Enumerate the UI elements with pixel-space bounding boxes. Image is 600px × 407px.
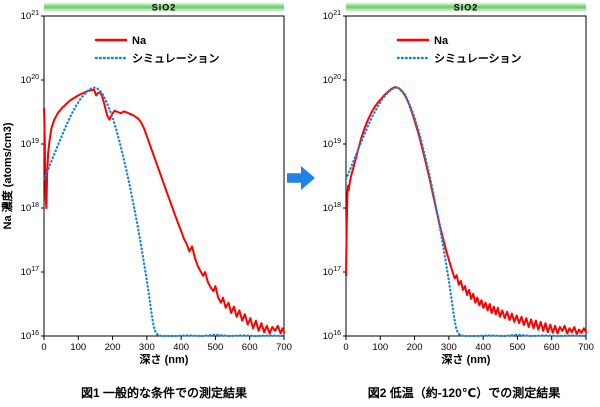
y-tick-label: 1016 <box>21 330 39 342</box>
x-tick-label: 0 <box>343 342 348 353</box>
x-tick-label: 500 <box>509 342 525 353</box>
y-tick-label: 1019 <box>323 138 341 150</box>
y-tick-label: 1021 <box>323 10 341 22</box>
y-tick-label: 1018 <box>323 202 341 214</box>
series-simulation <box>344 86 588 338</box>
legend-label-simulation: シミュレーション <box>132 52 220 65</box>
y-axis: 1021 1020 1019 1018 1017 1016 <box>323 10 346 342</box>
sio2-band-label: SiO2 <box>454 3 479 13</box>
x-tick-label: 300 <box>441 342 457 353</box>
y-tick-label: 1021 <box>21 10 39 22</box>
x-tick-label: 700 <box>578 342 594 353</box>
y-tick-label: 1020 <box>21 74 39 86</box>
x-axis: 0 100 200 300 400 500 600 700 <box>343 336 594 353</box>
fig2-caption: 図2 低温（約-120℃）での測定結果 <box>367 386 561 400</box>
x-tick-label: 400 <box>173 342 189 353</box>
y-tick-label: 1018 <box>21 202 39 214</box>
sio2-band <box>44 2 284 12</box>
y-axis-title: Na 濃度 (atoms/cm3) <box>0 122 14 229</box>
legend-label-na: Na <box>434 35 449 47</box>
fig1-chart: SiO2 1021 1020 1019 1018 1017 1016 0 100 200 300 40… <box>0 0 300 370</box>
legend-label-na: Na <box>132 35 147 47</box>
x-tick-label: 100 <box>372 342 388 353</box>
x-axis-title: 深さ (nm) <box>140 352 189 366</box>
x-tick-label: 0 <box>41 342 46 353</box>
x-tick-label: 400 <box>475 342 491 353</box>
fig1-caption: 図1 一般的な条件での測定結果 <box>80 386 247 400</box>
x-tick-label: 700 <box>276 342 292 353</box>
x-tick-label: 500 <box>207 342 223 353</box>
fig2-chart: SiO2 1021 1020 1019 1018 1017 1016 0 100 200 300 40… <box>302 0 600 370</box>
x-tick-label: 200 <box>105 342 121 353</box>
x-axis: 0 100 200 300 400 500 600 700 <box>41 336 292 353</box>
legend-label-simulation: シミュレーション <box>434 52 522 65</box>
x-axis-title: 深さ (nm) <box>442 352 491 366</box>
sio2-band <box>346 2 586 12</box>
x-tick-label: 600 <box>242 342 258 353</box>
series-simulation <box>42 86 286 338</box>
y-tick-label: 1017 <box>323 266 341 278</box>
y-tick-label: 1016 <box>323 330 341 342</box>
legend: Na シミュレーション <box>396 35 522 65</box>
x-tick-label: 100 <box>70 342 86 353</box>
y-axis: 1021 1020 1019 1018 1017 1016 <box>21 10 44 342</box>
series-na <box>345 86 587 336</box>
y-tick-label: 1019 <box>21 138 39 150</box>
y-tick-label: 1020 <box>323 74 341 86</box>
series-na <box>43 88 285 335</box>
x-tick-label: 300 <box>139 342 155 353</box>
y-tick-label: 1017 <box>21 266 39 278</box>
x-tick-label: 600 <box>544 342 560 353</box>
x-tick-label: 200 <box>407 342 423 353</box>
sio2-band-label: SiO2 <box>152 3 177 13</box>
legend: Na シミュレーション <box>94 35 220 65</box>
